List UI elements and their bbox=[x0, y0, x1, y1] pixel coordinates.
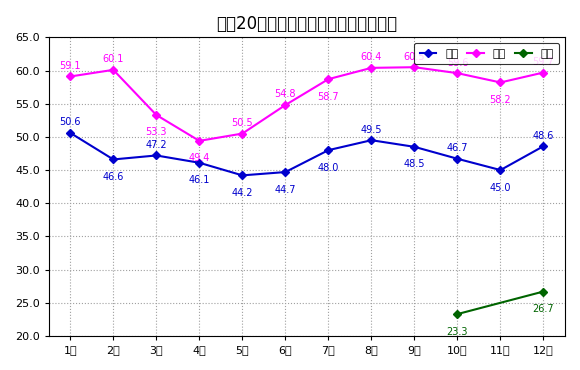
Title: 平成20年　淡路家畜市場　和子牛市場: 平成20年 淡路家畜市場 和子牛市場 bbox=[216, 15, 397, 33]
去勢 bbox=[196, 139, 203, 143]
Legend: メス, 去勢, オス: メス, 去勢, オス bbox=[414, 43, 560, 64]
Text: 60.4: 60.4 bbox=[361, 52, 382, 62]
去勢 bbox=[153, 113, 160, 117]
メス bbox=[540, 144, 547, 148]
Text: 54.8: 54.8 bbox=[274, 90, 296, 100]
Text: 60.1: 60.1 bbox=[103, 54, 124, 64]
去勢 bbox=[239, 131, 246, 136]
Line: オス: オス bbox=[455, 289, 546, 317]
去勢 bbox=[411, 65, 418, 70]
メス bbox=[497, 168, 504, 172]
メス bbox=[454, 157, 461, 161]
去勢 bbox=[110, 68, 117, 72]
去勢 bbox=[368, 65, 375, 70]
Text: 59.1: 59.1 bbox=[60, 61, 81, 71]
Text: 44.2: 44.2 bbox=[231, 188, 253, 198]
去勢 bbox=[282, 103, 289, 107]
メス bbox=[110, 157, 117, 162]
Text: 50.6: 50.6 bbox=[60, 117, 81, 127]
Text: 49.4: 49.4 bbox=[188, 153, 210, 164]
去勢 bbox=[454, 71, 461, 75]
去勢 bbox=[67, 74, 74, 79]
Text: 48.6: 48.6 bbox=[533, 131, 554, 141]
Text: 23.3: 23.3 bbox=[447, 327, 468, 337]
オス bbox=[454, 312, 461, 316]
オス bbox=[540, 289, 547, 294]
Text: 46.6: 46.6 bbox=[103, 172, 124, 182]
Line: 去勢: 去勢 bbox=[67, 64, 546, 144]
去勢 bbox=[497, 80, 504, 85]
Text: 53.3: 53.3 bbox=[146, 128, 167, 138]
Text: 59.7: 59.7 bbox=[532, 57, 554, 67]
メス bbox=[153, 153, 160, 158]
メス bbox=[239, 173, 246, 178]
メス bbox=[368, 138, 375, 142]
去勢 bbox=[325, 77, 332, 81]
Text: 46.1: 46.1 bbox=[188, 175, 210, 185]
メス bbox=[196, 161, 203, 165]
Text: 47.2: 47.2 bbox=[146, 140, 167, 150]
Line: メス: メス bbox=[67, 130, 546, 178]
Text: 48.0: 48.0 bbox=[318, 163, 339, 173]
Text: 48.5: 48.5 bbox=[404, 159, 425, 169]
Text: 59.6: 59.6 bbox=[447, 58, 468, 68]
Text: 45.0: 45.0 bbox=[490, 182, 511, 192]
Text: 50.5: 50.5 bbox=[231, 118, 253, 128]
Text: 58.2: 58.2 bbox=[490, 95, 512, 105]
メス bbox=[411, 145, 418, 149]
メス bbox=[67, 131, 74, 135]
メス bbox=[282, 170, 289, 174]
去勢 bbox=[540, 70, 547, 75]
Text: 49.5: 49.5 bbox=[361, 125, 382, 135]
Text: 58.7: 58.7 bbox=[318, 92, 339, 102]
Text: 26.7: 26.7 bbox=[532, 304, 554, 314]
メス bbox=[325, 148, 332, 152]
Text: 46.7: 46.7 bbox=[447, 143, 468, 153]
Text: 60.5: 60.5 bbox=[404, 52, 425, 62]
Text: 44.7: 44.7 bbox=[274, 185, 296, 195]
